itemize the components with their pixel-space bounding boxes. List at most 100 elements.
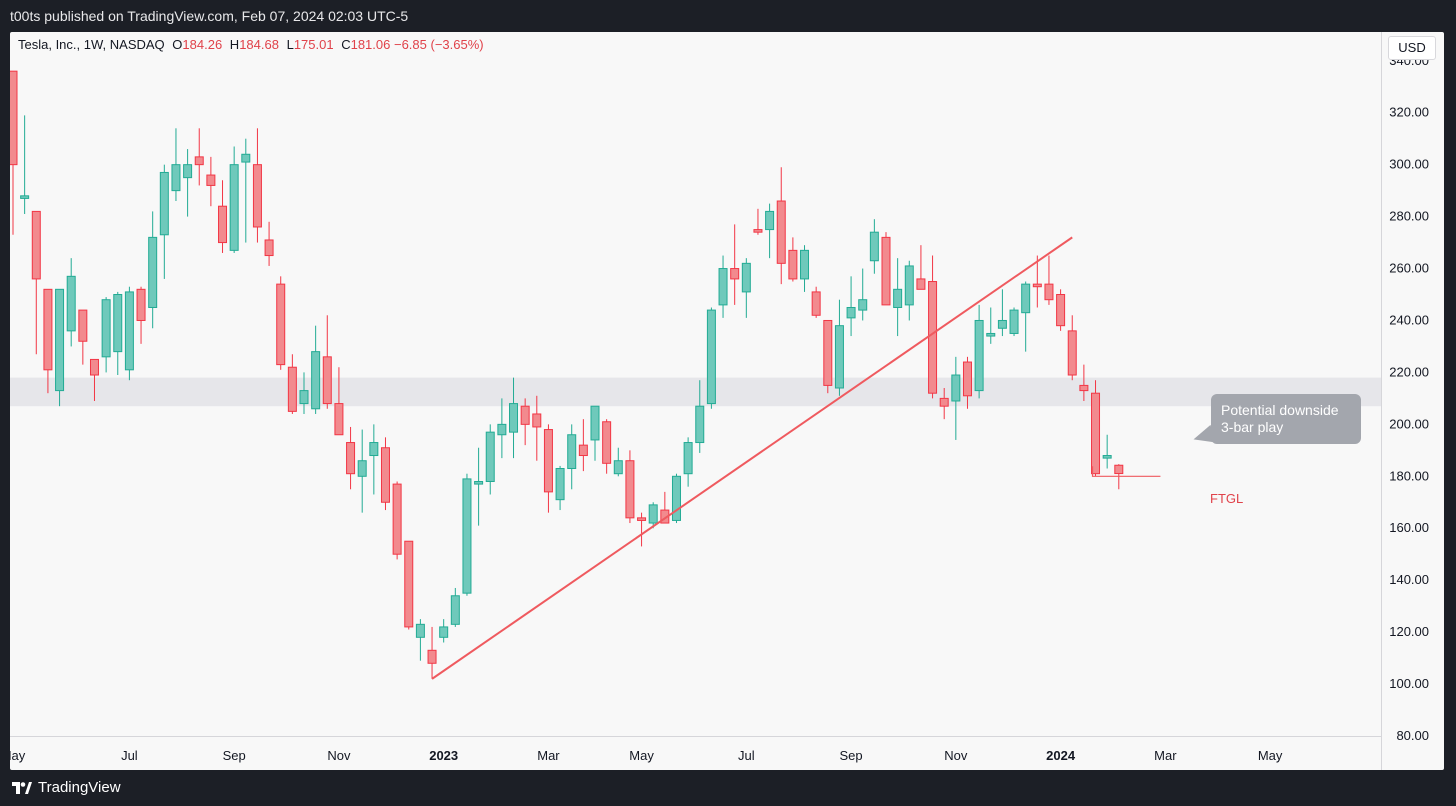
candle[interactable] — [392, 481, 402, 560]
candle[interactable] — [485, 424, 495, 495]
candle[interactable] — [1067, 315, 1077, 381]
candle[interactable] — [753, 208, 763, 235]
candle[interactable] — [811, 286, 821, 318]
candle[interactable] — [148, 211, 158, 329]
candle[interactable] — [78, 309, 88, 365]
candle[interactable] — [800, 245, 810, 292]
candle[interactable] — [1032, 255, 1042, 308]
candle[interactable] — [450, 587, 460, 627]
candle[interactable] — [962, 356, 972, 409]
candle[interactable] — [415, 619, 425, 661]
candle[interactable] — [1102, 434, 1112, 469]
candle[interactable] — [206, 156, 216, 207]
candle[interactable] — [404, 540, 414, 630]
candle[interactable] — [567, 424, 577, 490]
candle[interactable] — [834, 299, 844, 396]
candle[interactable] — [578, 419, 588, 472]
candle[interactable] — [648, 502, 658, 529]
candle[interactable] — [136, 286, 146, 344]
candle[interactable] — [43, 288, 53, 394]
candle[interactable] — [974, 304, 984, 399]
candle[interactable] — [741, 258, 751, 318]
candle[interactable] — [474, 447, 484, 526]
candle[interactable] — [532, 395, 542, 461]
candle[interactable] — [276, 276, 286, 370]
candle[interactable] — [939, 388, 949, 420]
candle[interactable] — [497, 398, 507, 459]
currency-button[interactable]: USD — [1388, 36, 1436, 60]
tradingview-logo[interactable]: TradingView — [12, 779, 121, 796]
candle[interactable] — [951, 356, 961, 440]
candle[interactable] — [113, 291, 123, 376]
price-chart[interactable]: 80.00 100.00 120.00 140.00 160.00 180.00 200.0… — [10, 32, 1444, 770]
candle[interactable] — [671, 473, 681, 524]
time-tick-label: Nov — [327, 748, 351, 763]
candle[interactable] — [124, 286, 134, 381]
candle[interactable] — [101, 297, 111, 373]
candle[interactable] — [171, 128, 181, 202]
candle[interactable] — [613, 447, 623, 477]
candle[interactable] — [334, 367, 344, 436]
candle[interactable] — [20, 115, 30, 214]
candle[interactable] — [590, 405, 600, 461]
candle[interactable] — [287, 354, 297, 414]
candle[interactable] — [1056, 289, 1066, 331]
candle[interactable] — [858, 268, 868, 321]
candle[interactable] — [229, 146, 239, 253]
candle[interactable] — [986, 307, 996, 344]
candle[interactable] — [1079, 364, 1089, 401]
candle[interactable] — [264, 221, 274, 266]
candle[interactable] — [997, 289, 1007, 337]
candle[interactable] — [893, 258, 903, 337]
candle[interactable] — [462, 473, 472, 596]
candle[interactable] — [89, 358, 99, 401]
candle[interactable] — [427, 626, 437, 679]
candle[interactable] — [1044, 255, 1054, 305]
candle[interactable] — [299, 372, 309, 414]
candle[interactable] — [194, 128, 204, 186]
candle[interactable] — [869, 219, 879, 274]
candle[interactable] — [695, 380, 705, 453]
candle[interactable] — [776, 167, 786, 285]
candle[interactable] — [1009, 307, 1019, 337]
candle[interactable] — [625, 450, 635, 524]
chart-panel[interactable]: 80.00 100.00 120.00 140.00 160.00 180.00 200.0… — [10, 32, 1444, 770]
candle[interactable] — [509, 377, 519, 459]
candle[interactable] — [380, 437, 390, 511]
candle[interactable] — [881, 232, 891, 306]
candle[interactable] — [706, 307, 716, 409]
candle[interactable] — [543, 424, 553, 513]
candle[interactable] — [846, 276, 856, 337]
candle[interactable] — [159, 164, 169, 279]
candle[interactable] — [66, 258, 76, 347]
candle[interactable] — [346, 426, 356, 490]
candle[interactable] — [718, 255, 728, 318]
candle[interactable] — [241, 138, 251, 243]
candle[interactable] — [928, 255, 938, 399]
candle[interactable] — [765, 203, 775, 259]
candle[interactable] — [823, 319, 833, 394]
candle[interactable] — [730, 224, 740, 305]
candle[interactable] — [602, 419, 612, 474]
candle[interactable] — [683, 437, 693, 487]
candle[interactable] — [55, 288, 65, 407]
note-callout[interactable]: Potential downside 3-bar play — [1211, 394, 1361, 444]
candle[interactable] — [357, 429, 367, 513]
candle[interactable] — [904, 260, 914, 321]
candle[interactable] — [322, 315, 332, 409]
candle[interactable] — [637, 512, 647, 547]
candle[interactable] — [1021, 281, 1031, 352]
candle[interactable] — [252, 128, 262, 243]
candle[interactable] — [183, 149, 193, 217]
candle[interactable] — [369, 424, 379, 495]
candle[interactable] — [1091, 380, 1101, 477]
candle[interactable] — [788, 237, 798, 282]
candle[interactable] — [31, 210, 41, 355]
candle[interactable] — [520, 398, 530, 446]
candle[interactable] — [555, 465, 565, 511]
candle[interactable] — [10, 70, 18, 235]
candle[interactable] — [311, 325, 321, 414]
candle[interactable] — [439, 619, 449, 643]
candle[interactable] — [218, 180, 228, 253]
candle[interactable] — [916, 245, 926, 290]
